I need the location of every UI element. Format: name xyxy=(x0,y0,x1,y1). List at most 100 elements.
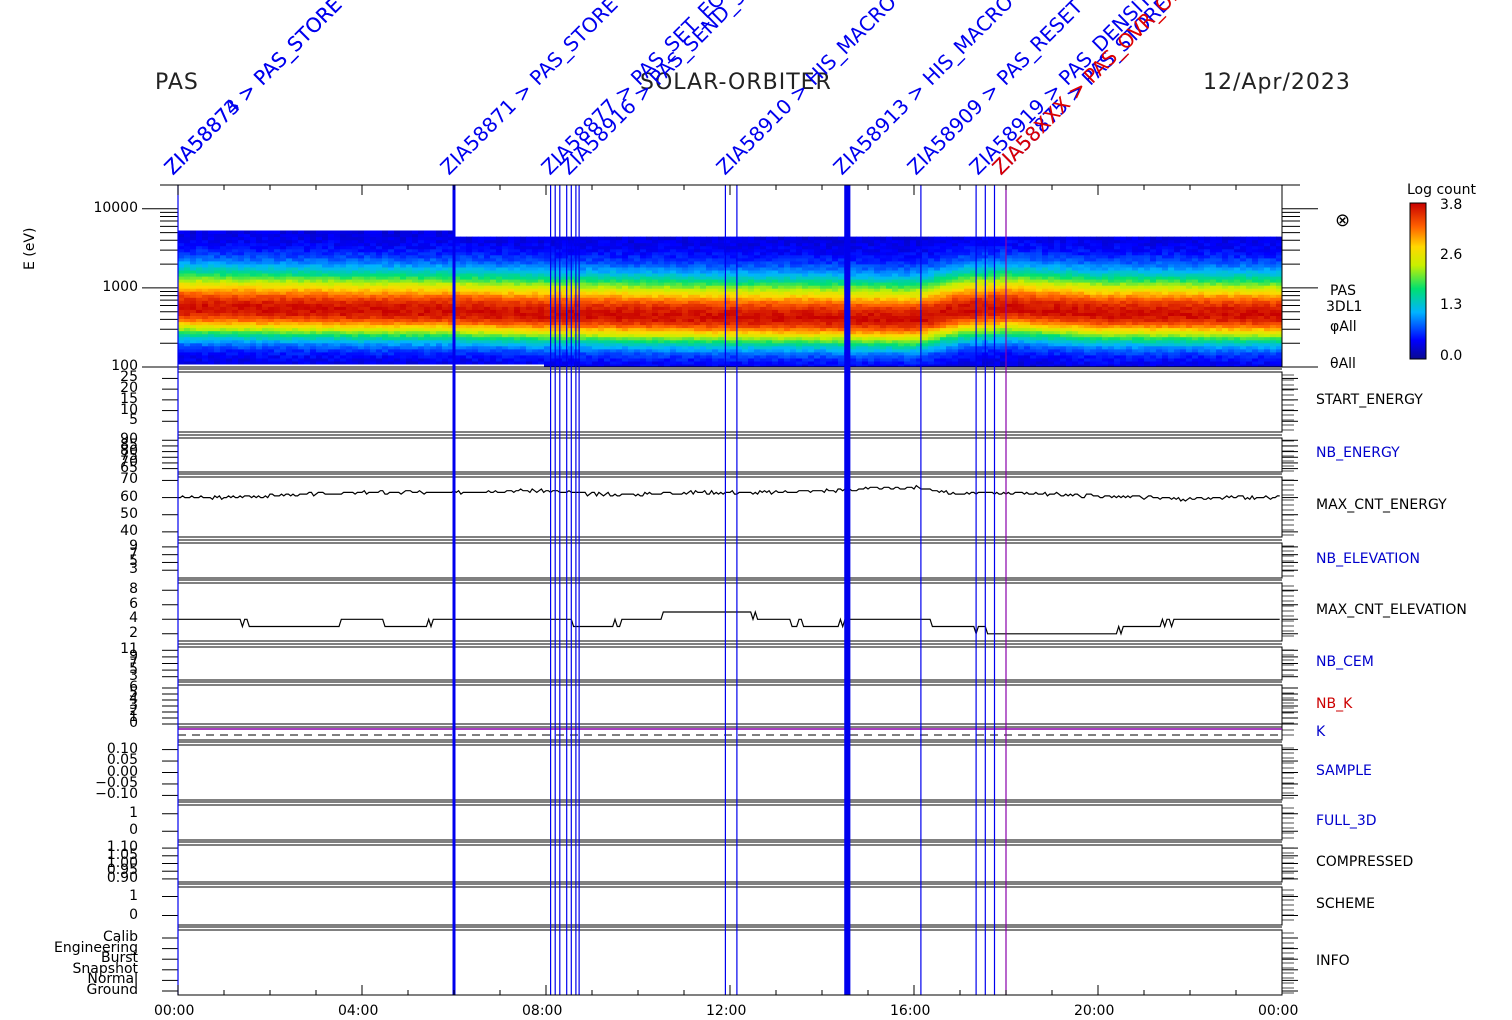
spectrogram-cell xyxy=(286,297,293,301)
spectrogram-cell xyxy=(532,269,539,274)
spectrogram-cell xyxy=(322,279,329,283)
spectrogram-cell xyxy=(820,303,827,307)
spectrogram-cell xyxy=(802,291,809,295)
spectrogram-cell xyxy=(796,242,803,247)
spectrogram-cell xyxy=(304,266,311,271)
spectrogram-cell xyxy=(544,360,551,365)
spectrogram-cell xyxy=(802,303,809,307)
spectrogram-cell xyxy=(388,303,395,307)
spectrogram-cell xyxy=(502,236,509,241)
spectrogram-cell xyxy=(490,354,497,359)
spectrogram-cell xyxy=(724,315,731,319)
spectrogram-cell xyxy=(268,345,275,350)
spectrogram-cell xyxy=(358,303,365,307)
spectrogram-cell xyxy=(202,351,209,356)
spectrogram-cell xyxy=(334,339,341,344)
spectrogram-cell xyxy=(400,254,407,259)
spectrogram-cell xyxy=(808,300,815,304)
spectrogram-cell xyxy=(190,245,197,250)
spectrogram-cell xyxy=(748,273,755,277)
spectrogram-cell xyxy=(754,309,761,313)
spectrogram-cell xyxy=(274,339,281,344)
spectrogram-cell xyxy=(712,339,719,344)
spectrogram-cell xyxy=(766,254,773,259)
spectrogram-cell xyxy=(262,248,269,253)
spectrogram-cell xyxy=(376,342,383,347)
spectrogram-cell xyxy=(688,300,695,304)
spectrogram-cell xyxy=(424,251,431,256)
spectrogram-cell xyxy=(778,266,785,271)
spectrogram-cell xyxy=(316,260,323,265)
spectrogram-cell xyxy=(304,269,311,274)
spectrogram-cell xyxy=(376,354,383,359)
spectrogram-cell xyxy=(676,345,683,350)
spectrogram-cell xyxy=(610,248,617,253)
spectrogram-cell xyxy=(562,269,569,274)
spectrogram-cell xyxy=(796,291,803,295)
spectrogram-cell xyxy=(280,239,287,244)
spectrogram-cell xyxy=(802,297,809,301)
spectrogram-cell xyxy=(178,306,185,310)
spectrogram-cell xyxy=(496,245,503,250)
spectrogram-cell xyxy=(250,276,257,280)
spectrogram-cell xyxy=(292,336,299,341)
spectrogram-cell xyxy=(478,342,485,347)
spectrogram-cell xyxy=(466,273,473,277)
spectrogram-cell xyxy=(670,282,677,286)
spectrogram-cell xyxy=(226,230,233,235)
spectrogram-cell xyxy=(670,354,677,359)
spectrogram-cell xyxy=(496,300,503,304)
spectrogram-cell xyxy=(664,269,671,274)
spectrogram-cell xyxy=(286,321,293,326)
spectrogram-cell xyxy=(190,357,197,362)
spectrogram-cell xyxy=(538,273,545,277)
spectrogram-cell xyxy=(436,288,443,292)
spectrogram-cell xyxy=(370,336,377,341)
spectrogram-cell xyxy=(526,273,533,277)
spectrogram-cell xyxy=(802,242,809,247)
spectrogram-cell xyxy=(532,339,539,344)
spectrogram-cell xyxy=(196,266,203,271)
spectrogram-cell xyxy=(646,245,653,250)
spectrogram-cell xyxy=(736,303,743,307)
spectrogram-cell xyxy=(262,303,269,307)
spectrogram-cell xyxy=(460,300,467,304)
spectrogram-cell xyxy=(274,251,281,256)
spectrogram-cell xyxy=(328,345,335,350)
spectrogram-cell xyxy=(352,348,359,353)
spectrogram-cell xyxy=(214,291,221,295)
spectrogram-cell xyxy=(520,297,527,301)
spectrogram-cell xyxy=(634,236,641,241)
spectrogram-cell xyxy=(280,312,287,316)
spectrogram-cell xyxy=(484,239,491,244)
spectrogram-cell xyxy=(388,233,395,238)
spectrogram-cell xyxy=(604,279,611,283)
spectrogram-cell xyxy=(262,336,269,341)
spectrogram-cell xyxy=(298,324,305,329)
spectrogram-cell xyxy=(466,266,473,271)
spectrogram-cell xyxy=(214,318,221,323)
spectrogram-cell xyxy=(220,248,227,253)
spectrogram-cell xyxy=(814,330,821,335)
spectrogram-cell xyxy=(346,269,353,274)
spectrogram-cell xyxy=(658,257,665,262)
spectrogram-cell xyxy=(814,351,821,356)
spectrogram-cell xyxy=(508,306,515,310)
spectrogram-cell xyxy=(502,239,509,244)
spectrogram-cell xyxy=(754,339,761,344)
spectrogram-cell xyxy=(778,333,785,338)
spectrogram-cell xyxy=(694,324,701,329)
spectrogram-cell xyxy=(754,303,761,307)
spectrogram-cell xyxy=(238,303,245,307)
spectrogram-cell xyxy=(760,273,767,277)
spectrogram-cell xyxy=(670,309,677,313)
spectrogram-cell xyxy=(682,327,689,332)
spectrogram-cell xyxy=(202,294,209,298)
spectrogram-cell xyxy=(328,242,335,247)
spectrogram-cell xyxy=(532,348,539,353)
spectrogram-cell xyxy=(394,248,401,253)
spectrogram-cell xyxy=(286,303,293,307)
spectrogram-cell xyxy=(514,336,521,341)
spectrogram-cell xyxy=(766,248,773,253)
spectrogram-cell xyxy=(694,248,701,253)
